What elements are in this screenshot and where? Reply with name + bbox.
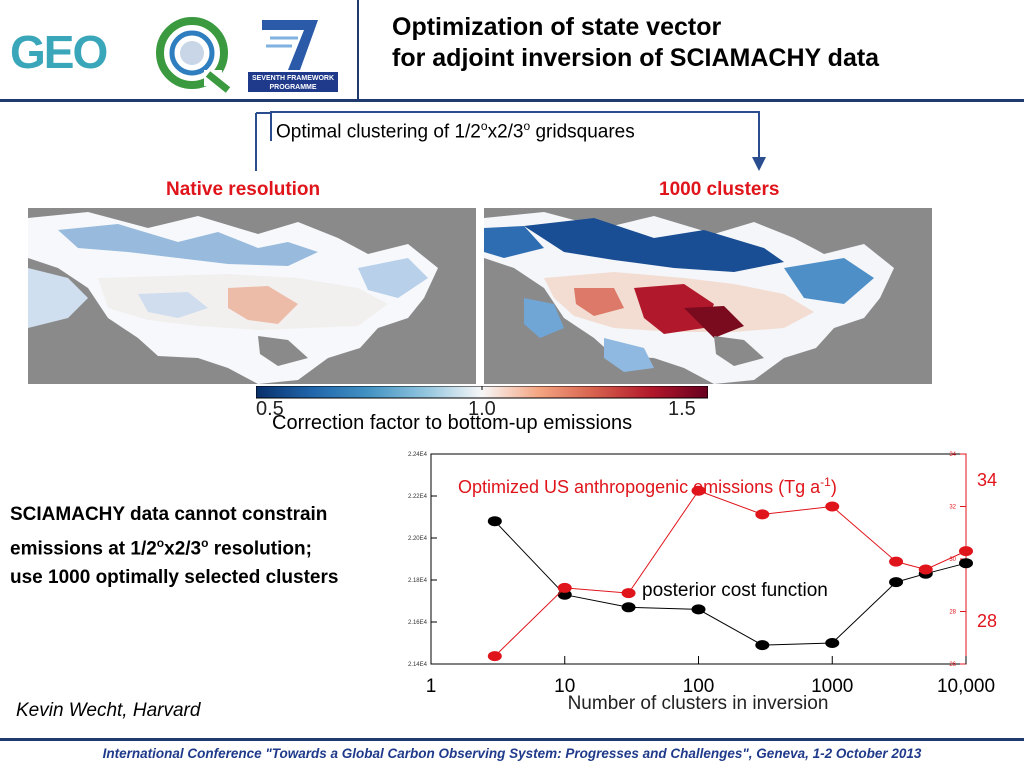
author-credit: Kevin Wecht, Harvard — [16, 700, 201, 721]
legend-cost-series: posterior cost function — [642, 580, 828, 601]
logo-bar: GEO SEVENTH FRAMEWORK PROGRAMME — [0, 0, 358, 100]
right-tick-label: 34 — [949, 452, 956, 458]
x-tick-label: 1000 — [811, 676, 853, 697]
fp7-text-line2: PROGRAMME — [269, 84, 316, 91]
series-1-point — [755, 509, 770, 520]
colorbar-tick-mid: 1.0 — [468, 398, 496, 420]
geo-logo: GEO — [10, 26, 108, 78]
right-axis-label-bottom: 28 — [977, 611, 997, 631]
header-vertical-separator — [357, 0, 359, 100]
left-tick-label: 2.18E4 — [408, 578, 428, 584]
fp7-text-line1: SEVENTH FRAMEWORK — [252, 75, 334, 82]
series-0-point — [621, 602, 636, 613]
series-1-point — [889, 556, 904, 567]
chart-x-axis-label: Number of clusters in inversion — [568, 693, 829, 714]
left-tick-label: 2.20E4 — [408, 536, 428, 542]
native-resolution-map — [28, 208, 476, 384]
statement-line-3: use 1000 optimally selected clusters — [10, 567, 339, 589]
series-0-point — [691, 604, 706, 615]
fp7-logo: SEVENTH FRAMEWORK PROGRAMME — [248, 20, 338, 92]
series-0-point — [889, 577, 904, 588]
x-tick-label: 10 — [554, 676, 575, 697]
header-horizontal-separator — [0, 99, 1024, 102]
left-tick-label: 2.14E4 — [408, 662, 428, 668]
arrow-down-icon — [752, 157, 766, 171]
series-1-point — [959, 546, 973, 557]
footer-separator — [0, 738, 1024, 741]
clusters-1000-map — [484, 208, 932, 384]
series-line-1 — [494, 490, 967, 657]
colorbar-tick-min: 0.5 — [256, 398, 284, 420]
clusters-1000-label: 1000 clusters — [659, 179, 780, 200]
series-0-point — [825, 638, 840, 648]
series-1-point — [825, 501, 840, 512]
clustering-caption: Optimal clustering of 1/2ox2/3o gridsqua… — [276, 119, 635, 143]
footer-conference: International Conference "Towards a Glob… — [102, 746, 922, 761]
gcos-logo — [156, 17, 231, 93]
statement-line-1: SCIAMACHY data cannot constrain — [10, 504, 328, 525]
series-0-point — [487, 516, 502, 527]
title-line-1: Optimization of state vector — [392, 13, 722, 41]
title-line-2: for adjoint inversion of SCIAMACHY data — [392, 44, 880, 72]
series-1-point — [691, 485, 706, 496]
series-0-point — [755, 640, 770, 651]
x-tick-label: 1 — [426, 676, 437, 697]
series-0-point — [959, 558, 973, 569]
series-1-point — [487, 651, 502, 662]
series-1-point — [557, 582, 572, 593]
left-tick-label: 2.16E4 — [408, 620, 428, 626]
colorbar-tick-max: 1.5 — [668, 398, 696, 420]
clustering-arrows — [255, 112, 766, 171]
left-tick-label: 2.22E4 — [408, 494, 428, 500]
right-axis-label-top: 34 — [977, 470, 997, 490]
native-map-svg — [28, 208, 476, 384]
right-tick-label: 28 — [949, 610, 956, 616]
x-tick-label: 10,000 — [937, 676, 995, 697]
right-tick-label: 26 — [949, 662, 956, 668]
chart-series — [487, 485, 973, 662]
chart-x-axis: 1 10 100 1000 10,000 — [426, 656, 995, 697]
colorbar-caption: Correction factor to bottom-up emissions — [272, 412, 633, 434]
left-tick-label: 2.24E4 — [408, 452, 428, 458]
x-tick-label: 100 — [683, 676, 715, 697]
chart-left-axis: 2.14E4 2.16E4 2.18E4 2.20E4 2.22E4 2.24E4 — [408, 452, 437, 668]
series-1-point — [621, 588, 636, 599]
right-tick-label: 32 — [949, 505, 956, 511]
page-title: Optimization of state vector for adjoint… — [392, 12, 879, 74]
clusters-chart: 2.14E4 2.16E4 2.18E4 2.20E4 2.22E4 2.24E4 26 2… — [408, 452, 997, 714]
logos-svg: GEO SEVENTH FRAMEWORK PROGRAMME — [10, 17, 338, 93]
geo-logo-text: GEO — [10, 26, 106, 78]
series-1-point — [918, 564, 933, 575]
sciamachy-statement: SCIAMACHY data cannot constrain emission… — [10, 500, 338, 592]
statement-line-2: emissions at 1/2ox2/3o resolution; — [10, 536, 312, 560]
clusters-map-svg — [484, 208, 932, 384]
native-resolution-label: Native resolution — [166, 179, 321, 200]
legend-emissions-series: Optimized US anthropogenic emissions (Tg… — [458, 475, 837, 497]
right-tick-label: 30 — [949, 557, 956, 563]
colorbar — [256, 386, 708, 399]
